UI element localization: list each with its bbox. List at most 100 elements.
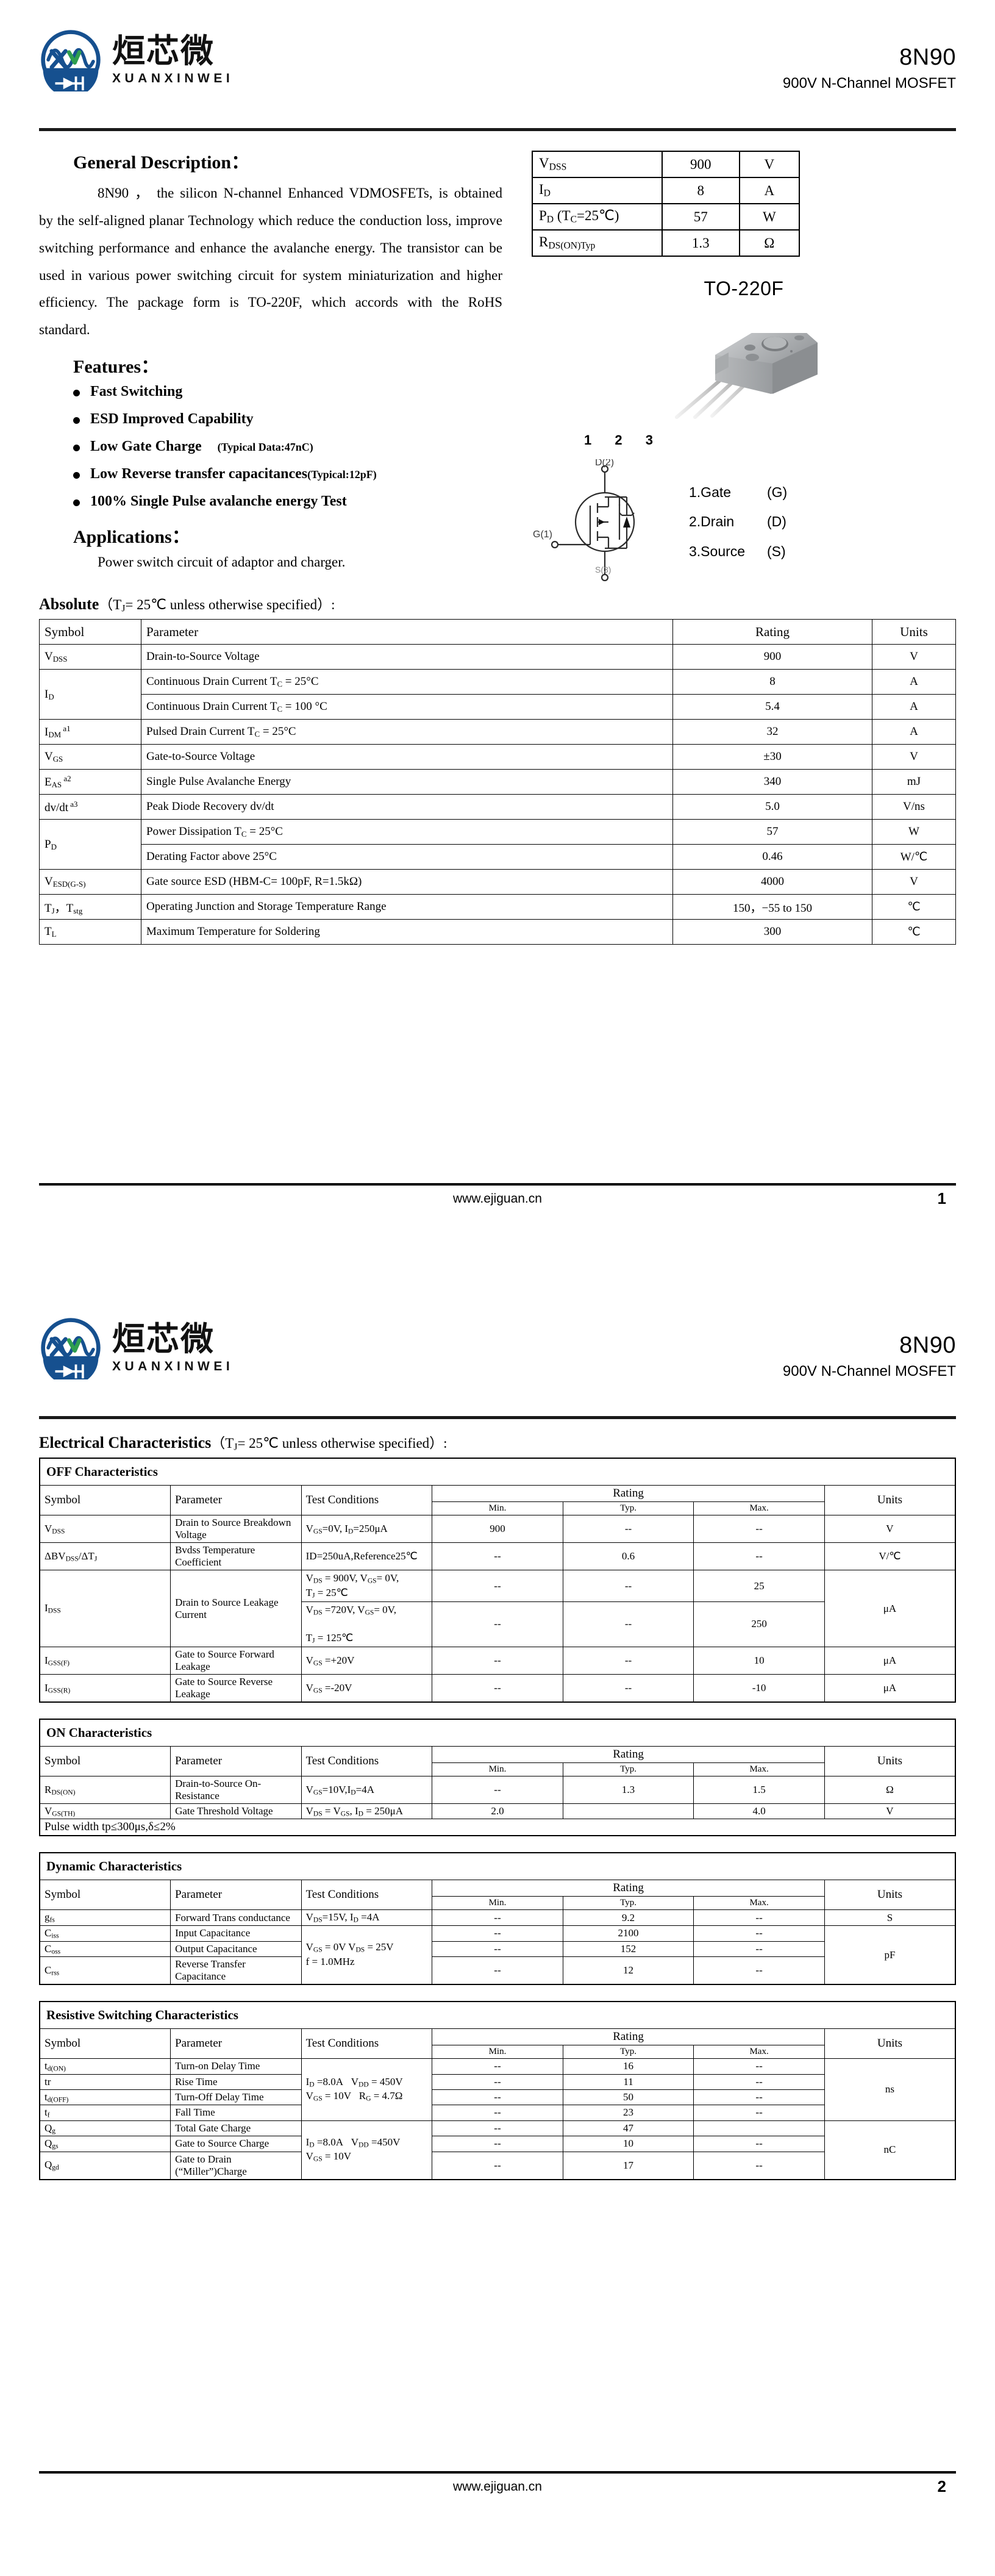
table-row: Qgd Gate to Drain (“Miller”)Charge -- 17… xyxy=(39,2151,955,2180)
row-parameter: Gate to Source Reverse Leakage xyxy=(170,1673,302,1703)
row-test-conditions: ID=250uA,Reference25℃ xyxy=(301,1542,433,1571)
pin-legend-row: 2.Drain (D) xyxy=(689,507,787,536)
row-rating: 8 xyxy=(672,669,872,695)
table-row: td(OFF) Turn-Off Delay Time -- 50 -- xyxy=(39,2089,955,2106)
pin-legend-row: 1.Gate (G) xyxy=(689,478,787,507)
column-subheader-max: Max. xyxy=(693,1501,825,1516)
row-symbol: IDSS xyxy=(39,1570,171,1647)
row-max: -- xyxy=(693,1515,825,1544)
off-characteristics-section: OFF Characteristics Symbol Parameter Tes… xyxy=(39,1458,956,1703)
xuanxinwei-logo-icon xyxy=(39,28,102,98)
absolute-table-caption: Absolute（TJ= 25℃ unless otherwise specif… xyxy=(39,593,956,614)
table-group-header-row: Dynamic Characteristics xyxy=(40,1853,955,1881)
row-test-conditions: VDS=15V, ID =4A xyxy=(301,1909,433,1926)
page-header: 烜芯微 XUANXINWEI 8N90 900V N-Channel MOSFE… xyxy=(39,1288,956,1409)
row-symbol: gfs xyxy=(39,1909,171,1926)
resistive-switching-table: Resistive Switching Characteristics Symb… xyxy=(39,2001,956,2180)
row-test-conditions: VGS=0V, ID=250μA xyxy=(301,1515,433,1544)
row-min: 2.0 xyxy=(432,1803,563,1820)
row-unit: pF xyxy=(824,1925,956,1985)
row-unit: V/℃ xyxy=(824,1542,956,1571)
resistive-switching-characteristics-section: Resistive Switching Characteristics Symb… xyxy=(39,2001,956,2180)
row-typ: 11 xyxy=(562,2073,694,2090)
row-min: -- xyxy=(432,1570,563,1602)
row-typ: -- xyxy=(562,1673,694,1703)
row-max: -- xyxy=(693,2089,825,2106)
table-group-header-row: Resistive Switching Characteristics xyxy=(40,2002,955,2030)
table-row: EAS a2 Single Pulse Avalanche Energy 340… xyxy=(39,769,956,795)
row-parameter: Gate Threshold Voltage xyxy=(170,1803,302,1820)
row-parameter: Operating Junction and Storage Temperatu… xyxy=(141,894,673,920)
row-typ: 47 xyxy=(562,2120,694,2137)
column-header-symbol: Symbol xyxy=(39,619,141,645)
row-min: -- xyxy=(432,2120,563,2137)
pin-legend-name: 2.Drain xyxy=(689,513,735,530)
absolute-maximum-ratings-table: Symbol Parameter Rating Units VDSS Drain… xyxy=(39,619,956,945)
feature-label: Low Reverse transfer capacitances xyxy=(90,466,308,482)
column-header-units: Units xyxy=(824,1880,956,1911)
row-unit: Ω xyxy=(824,1775,956,1804)
row-parameter: Drain-to-Source Voltage xyxy=(141,644,673,670)
row-parameter: Gate to Source Charge xyxy=(170,2136,302,2152)
pin-numbers-label: 1 2 3 xyxy=(584,432,663,448)
row-min: -- xyxy=(432,1673,563,1703)
row-unit: V xyxy=(824,1515,956,1544)
spec-unit: V xyxy=(738,151,801,178)
page-number: 2 xyxy=(937,2477,946,2496)
general-description-text: 8N90 ， the silicon N-channel Enhanced VD… xyxy=(39,185,502,338)
row-max: -- xyxy=(693,1542,825,1571)
spec-value: 1.3 xyxy=(661,229,740,257)
row-test-conditions: VGS=10V,ID=4A xyxy=(301,1775,433,1804)
row-max: -- xyxy=(693,1925,825,1942)
column-header-units: Units xyxy=(824,1745,956,1776)
table-row: ID Continuous Drain Current TC = 25°C 8 … xyxy=(39,669,956,720)
row-test-conditions: ID =8.0A VDD = 450V VGS = 10V RG = 4.7Ω xyxy=(301,2058,433,2121)
row-min: -- xyxy=(432,2136,563,2152)
row-parameter: Drain-to-Source On-Resistance xyxy=(170,1775,302,1804)
column-header-rating: Rating xyxy=(672,619,872,645)
column-subheader-typ: Typ. xyxy=(562,2045,694,2059)
row-symbol: Crss xyxy=(39,1956,171,1985)
table-note-row: Pulse width tp≤300μs,δ≤2% xyxy=(39,1819,956,1836)
header-divider xyxy=(39,128,956,131)
table-row: ΔBVDSS/ΔTJ Bvdss Temperature Coefficient… xyxy=(39,1542,956,1571)
column-header-test-conditions: Test Conditions xyxy=(301,1485,433,1516)
row-typ xyxy=(562,1803,694,1820)
column-subheader-typ: Typ. xyxy=(562,1762,694,1776)
row-max: -- xyxy=(693,2105,825,2121)
row-rating: 150，−55 to 150 xyxy=(672,894,872,920)
part-number: 8N90 xyxy=(899,1332,956,1358)
row-unit: A xyxy=(872,719,956,745)
table-row: IGSS(F) Gate to Source Forward Leakage V… xyxy=(39,1646,956,1675)
package-photo xyxy=(532,307,956,432)
electrical-characteristics-caption: Electrical Characteristics（TJ= 25℃ unles… xyxy=(39,1431,956,1453)
off-characteristics-table: OFF Characteristics Symbol Parameter Tes… xyxy=(39,1458,956,1703)
row-symbol: ID xyxy=(39,669,141,720)
row-unit: μA xyxy=(824,1673,956,1703)
row-min: -- xyxy=(432,2105,563,2121)
table-row: VESD(G-S) Gate source ESD (HBM-C= 100pF,… xyxy=(39,869,956,895)
row-symbol: VDSS xyxy=(39,644,141,670)
dynamic-characteristics-table: Dynamic Characteristics Symbol Parameter… xyxy=(39,1852,956,1986)
row-min: -- xyxy=(432,1941,563,1958)
row-typ: 0.6 xyxy=(562,1542,694,1571)
group-title: Dynamic Characteristics xyxy=(40,1853,955,1881)
row-rating: 4000 xyxy=(672,869,872,895)
part-subtitle: 900V N-Channel MOSFET xyxy=(782,1362,956,1379)
footer-url: www.ejiguan.cn xyxy=(453,2480,542,2494)
row-unit: μA xyxy=(824,1570,956,1647)
row-min: -- xyxy=(432,2058,563,2075)
row-unit: μA xyxy=(824,1646,956,1675)
row-unit: V/ns xyxy=(872,794,956,820)
part-number: 8N90 xyxy=(899,44,956,70)
applications-heading: Applications： xyxy=(73,527,190,548)
row-min: -- xyxy=(432,1909,563,1926)
general-description-heading: General Description： xyxy=(73,152,250,173)
row-unit: S xyxy=(824,1909,956,1926)
feature-item: Low Gate Charge (Typical Data:47nC) xyxy=(73,439,502,454)
features-heading: Features： xyxy=(73,357,160,377)
table-row: TL Maximum Temperature for Soldering 300… xyxy=(39,919,956,945)
row-max: -10 xyxy=(693,1673,825,1703)
row-symbol: IGSS(F) xyxy=(39,1646,171,1675)
row-typ: 10 xyxy=(562,2136,694,2152)
